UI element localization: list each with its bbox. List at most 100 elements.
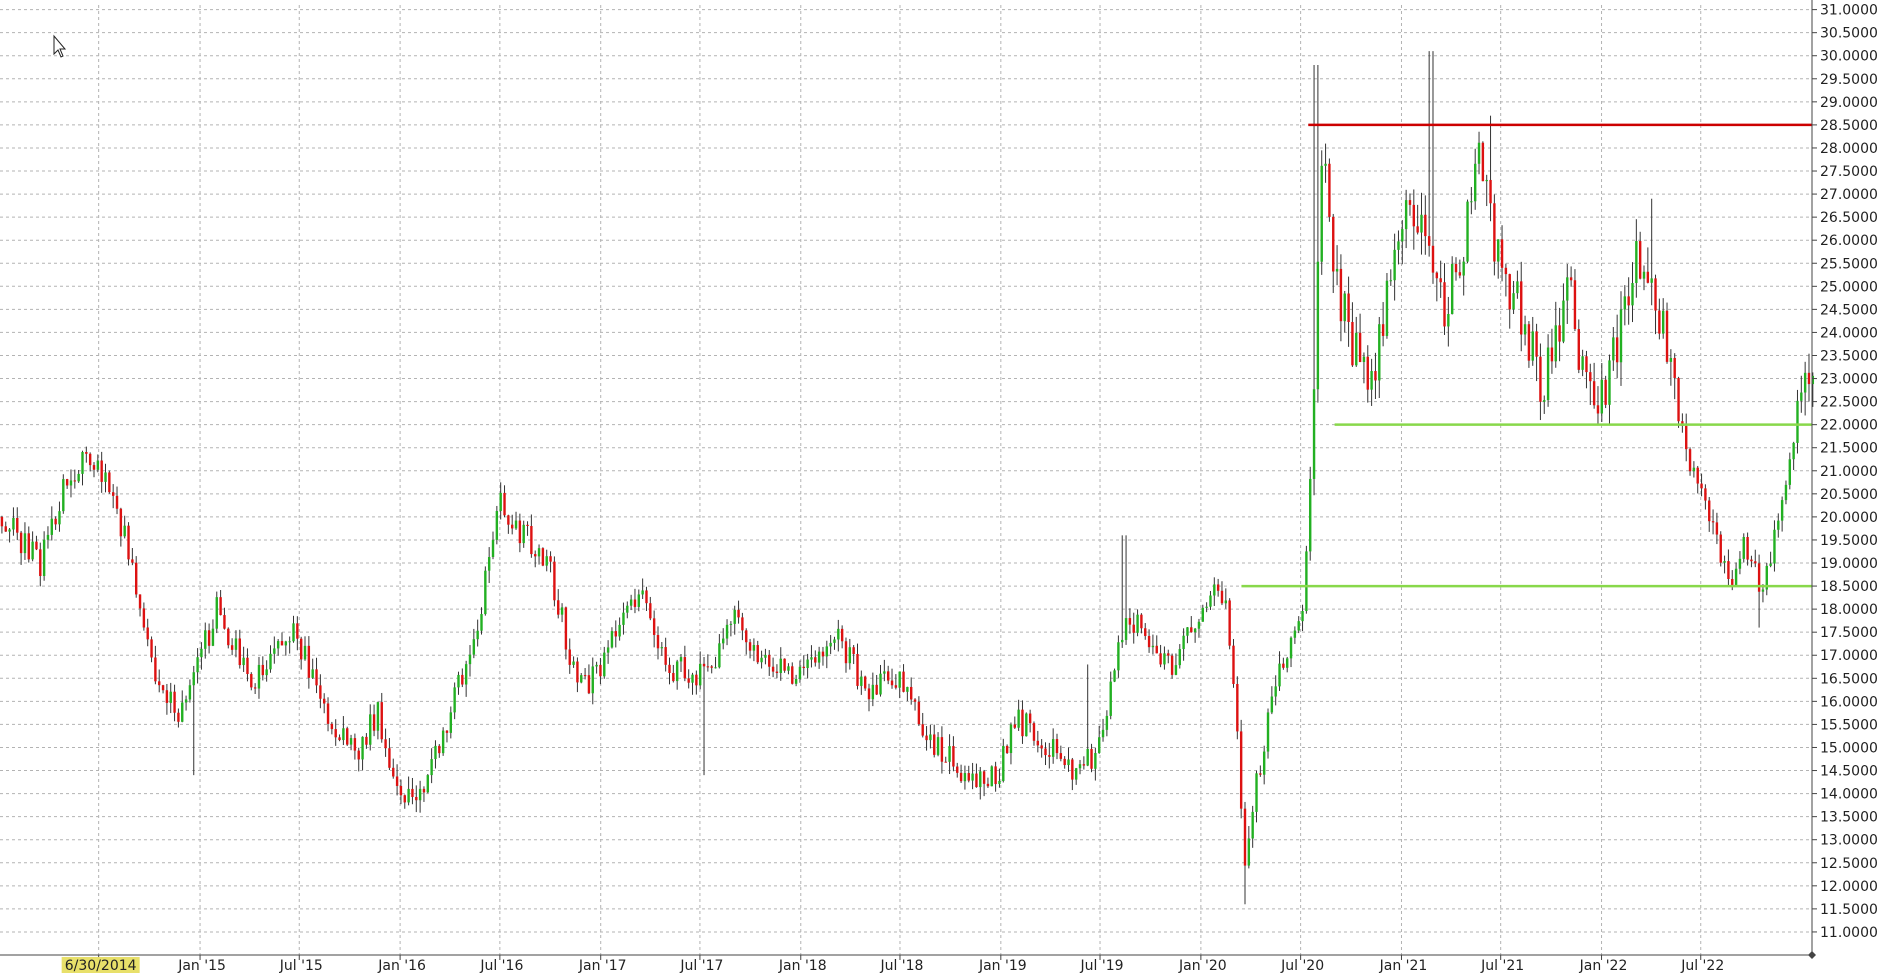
candle-up: [906, 686, 909, 692]
candle-down: [1128, 618, 1132, 625]
candle-up: [936, 737, 940, 755]
y-tick-label: 28.0000: [1820, 141, 1878, 157]
mouse-pointer-icon: [53, 34, 67, 58]
candle-down: [1719, 534, 1722, 563]
candle-up: [1447, 314, 1450, 327]
candle-down: [1704, 488, 1707, 501]
candle-up: [1635, 241, 1638, 284]
x-tick-label: Jan '16: [377, 958, 426, 973]
candle-up: [468, 654, 472, 665]
candle-up: [284, 641, 288, 646]
candle-down: [702, 663, 706, 667]
candle-up: [188, 685, 192, 700]
candle-up: [679, 657, 683, 662]
candle-up: [1497, 239, 1500, 262]
candle-down: [146, 627, 149, 640]
candle-down: [921, 724, 924, 736]
candle-down: [994, 766, 997, 785]
candle-down: [39, 549, 42, 577]
candle-up: [1773, 529, 1776, 564]
candle-up: [1742, 537, 1745, 559]
candle-down: [856, 654, 859, 686]
x-tick-label: Jul '17: [679, 958, 723, 973]
y-tick-label: 24.0000: [1820, 325, 1878, 341]
candle-down: [92, 465, 96, 470]
candle-up: [273, 648, 276, 654]
candle-up: [898, 671, 901, 688]
y-tick-label: 15.5000: [1820, 717, 1878, 733]
candle-up: [1124, 618, 1128, 640]
candle-up: [1470, 201, 1473, 203]
candle-up: [265, 669, 268, 676]
candle-up: [1320, 165, 1323, 262]
candle-down: [0, 516, 4, 527]
candle-up: [725, 624, 729, 639]
candle-down: [1627, 296, 1630, 306]
candle-up: [522, 524, 525, 544]
candle-down: [530, 526, 533, 555]
candle-up: [1477, 142, 1481, 164]
candle-up: [1151, 645, 1155, 648]
candle-down: [1673, 357, 1676, 378]
candle-down: [315, 669, 318, 686]
candle-down: [1055, 739, 1059, 754]
candle-down: [173, 691, 176, 713]
candle-down: [135, 562, 138, 595]
candle-up: [1297, 621, 1300, 631]
candle-down: [346, 728, 349, 745]
candle-up: [342, 728, 345, 741]
candle-down: [119, 508, 123, 537]
candle-down: [656, 634, 660, 649]
candle-down: [88, 453, 92, 466]
candle-down: [1458, 272, 1462, 276]
candle-up: [1543, 400, 1546, 402]
candle-down: [127, 525, 130, 560]
candle-down: [956, 766, 959, 773]
candle-down: [1339, 268, 1343, 322]
candle-up: [1136, 614, 1139, 633]
y-tick-label: 17.5000: [1820, 625, 1878, 641]
candle-down: [664, 647, 667, 665]
candle-down: [614, 631, 617, 637]
candle-up: [752, 645, 756, 651]
candle-up: [1163, 653, 1166, 665]
candle-up: [1370, 371, 1373, 390]
candle-down: [959, 772, 963, 782]
candle-up: [1094, 752, 1097, 769]
candle-down: [365, 736, 368, 745]
candle-down: [1374, 371, 1377, 381]
candle-up: [1262, 751, 1266, 775]
candle-down: [1147, 635, 1151, 648]
candle-up: [660, 647, 664, 649]
y-tick-label: 16.0000: [1820, 694, 1878, 710]
candle-down: [1596, 405, 1600, 414]
candle-up: [1450, 263, 1454, 315]
candle-up: [1466, 201, 1469, 262]
candle-down: [1615, 337, 1619, 363]
candle-down: [503, 492, 506, 516]
level-lines: [1241, 123, 1812, 588]
candle-down: [756, 645, 759, 663]
x-tick-label: Jul '20: [1280, 958, 1324, 973]
candle-down: [695, 674, 698, 686]
candle-down: [1750, 559, 1753, 562]
candle-down: [1063, 758, 1066, 766]
candle-down: [388, 748, 391, 768]
candle-up: [963, 773, 967, 782]
candle-down: [438, 745, 441, 754]
candle-down: [518, 520, 522, 544]
candle-up: [1581, 356, 1584, 370]
candle-up: [1792, 442, 1795, 460]
candle-up: [848, 647, 852, 664]
candle-down: [384, 739, 387, 749]
candle-down: [599, 664, 602, 677]
candle-up: [1623, 296, 1627, 310]
candle-down: [1155, 645, 1158, 654]
candle-up: [292, 623, 295, 642]
y-tick-label: 18.0000: [1820, 602, 1878, 618]
candle-up: [257, 664, 261, 689]
x-tick-label: Jan '15: [177, 958, 226, 973]
candle-up: [200, 648, 203, 658]
candle-down: [1358, 332, 1362, 363]
y-tick-label: 23.5000: [1820, 348, 1878, 364]
